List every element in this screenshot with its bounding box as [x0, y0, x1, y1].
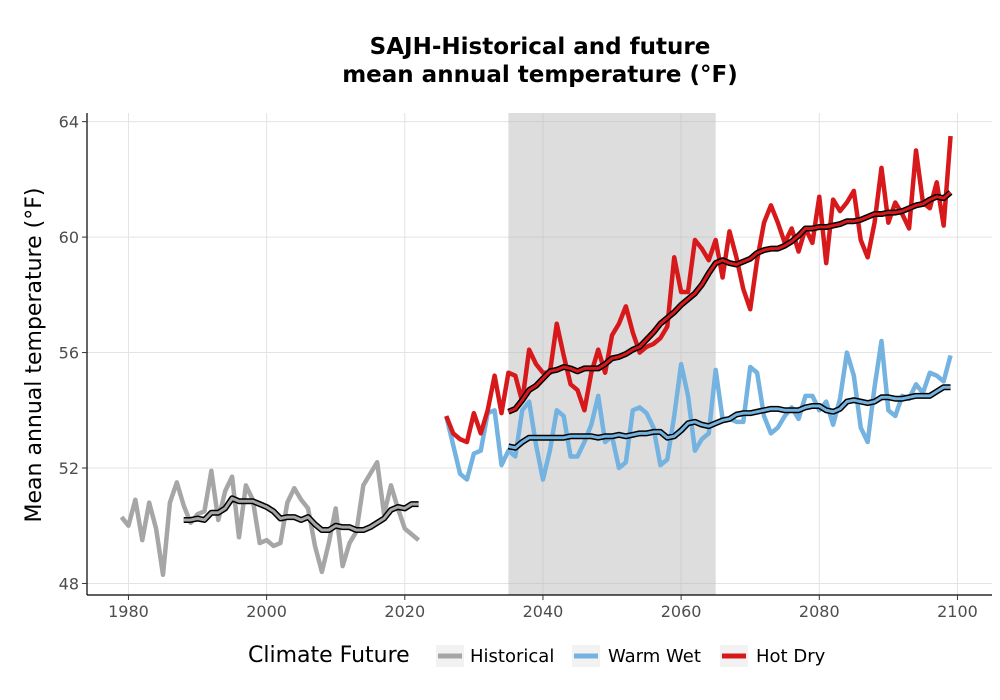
smoothed-line-warm-wet: [508, 385, 951, 450]
y-tick-label-48: 48: [59, 574, 79, 593]
y-axis-title: Mean annual temperature (°F): [22, 188, 47, 523]
shaded-period-band: [508, 113, 716, 595]
x-tick-label-2100: 2100: [937, 602, 978, 621]
axes: 1980 2000 2020 2040 2060 2080 2100 48 52 56 60 64: [59, 113, 992, 621]
y-tick-label-56: 56: [59, 344, 79, 363]
x-tick-label-2040: 2040: [523, 602, 564, 621]
chart-title-line-1: SAJH-Historical and future: [370, 34, 711, 60]
series-layer: [119, 135, 953, 578]
y-tick-label-60: 60: [59, 228, 79, 247]
x-tick-label-2060: 2060: [661, 602, 702, 621]
legend-label-historical: Historical: [470, 646, 554, 667]
series-line-hot-dry: [444, 135, 953, 445]
x-tick-label-2020: 2020: [384, 602, 425, 621]
series-line-historical: [119, 459, 421, 578]
x-tick-label-2000: 2000: [246, 602, 287, 621]
shaded-period: [508, 113, 716, 595]
legend: Climate Future Historical Warm Wet Hot D…: [248, 643, 826, 668]
series-line-warm-wet: [444, 338, 953, 482]
chart-title-line-2: mean annual temperature (°F): [342, 62, 738, 88]
y-tick-label-64: 64: [59, 113, 79, 132]
legend-label-hot-dry: Hot Dry: [756, 646, 826, 667]
smoothed-line-historical: [183, 496, 419, 532]
legend-label-warm-wet: Warm Wet: [608, 646, 701, 667]
smoothed-line-hot-dry: [507, 191, 952, 414]
legend-title: Climate Future: [248, 643, 410, 668]
y-tick-label-52: 52: [59, 459, 79, 478]
x-tick-label-2080: 2080: [799, 602, 840, 621]
x-tick-label-1980: 1980: [108, 602, 149, 621]
